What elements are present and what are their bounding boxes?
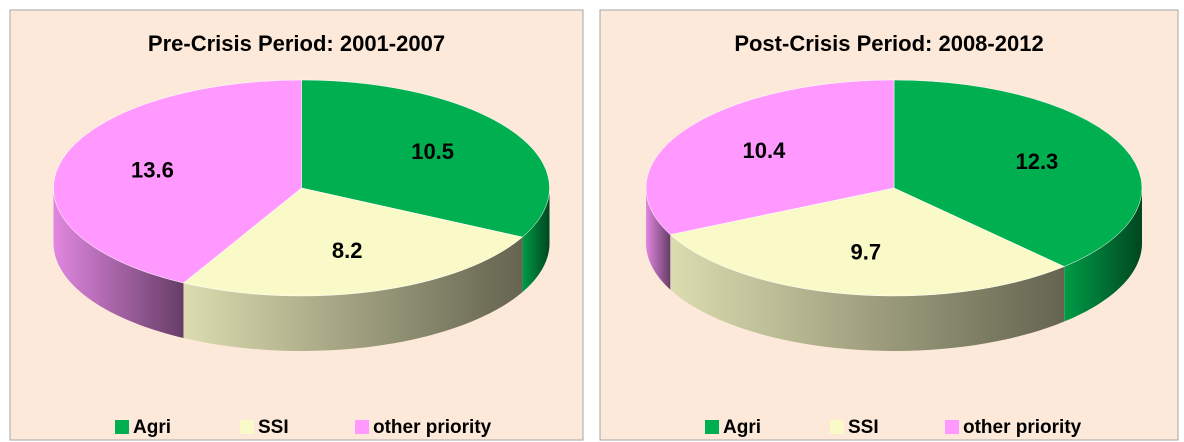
- data-label: 9.7: [851, 240, 882, 265]
- slice-side-shade: [522, 188, 550, 293]
- slice-side-shade: [670, 234, 1065, 351]
- legend-label: other priority: [963, 417, 1082, 438]
- slice-side-shade: [53, 188, 184, 338]
- legend-swatch: [830, 420, 844, 434]
- slice: [53, 79, 302, 284]
- legend-swatch: [945, 420, 959, 434]
- slice-side-shade: [646, 188, 671, 290]
- legend-label: Agri: [133, 417, 171, 438]
- legend-swatch: [355, 420, 369, 434]
- data-label: 13.6: [131, 157, 174, 182]
- slice-side-shade: [183, 237, 523, 351]
- legend-label: SSI: [258, 417, 289, 438]
- legend-swatch: [240, 420, 254, 434]
- slice-side-shade: [1064, 188, 1142, 322]
- data-label: 10.5: [411, 139, 454, 164]
- data-label: 10.4: [743, 138, 787, 163]
- chart: Pre-Crisis Period: 2001-2007 10.5 8.2 13.6 A…: [9, 9, 584, 441]
- slice: [645, 79, 895, 235]
- legend-label: Agri: [723, 417, 761, 438]
- slice: [669, 187, 1065, 297]
- chart: Post-Crisis Period: 2008-2012 12.3 9.7 10.4…: [599, 9, 1179, 441]
- legend-label: other priority: [373, 417, 492, 438]
- slice: [301, 79, 550, 238]
- legend-swatch: [705, 420, 719, 434]
- slice: [893, 79, 1143, 267]
- chart-title: Pre-Crisis Period: 2001-2007: [148, 31, 445, 56]
- chart-title: Post-Crisis Period: 2008-2012: [734, 31, 1043, 56]
- legend-swatch: [115, 420, 129, 434]
- data-label: 8.2: [332, 238, 363, 263]
- data-label: 12.3: [1015, 149, 1058, 174]
- legend-label: SSI: [848, 417, 879, 438]
